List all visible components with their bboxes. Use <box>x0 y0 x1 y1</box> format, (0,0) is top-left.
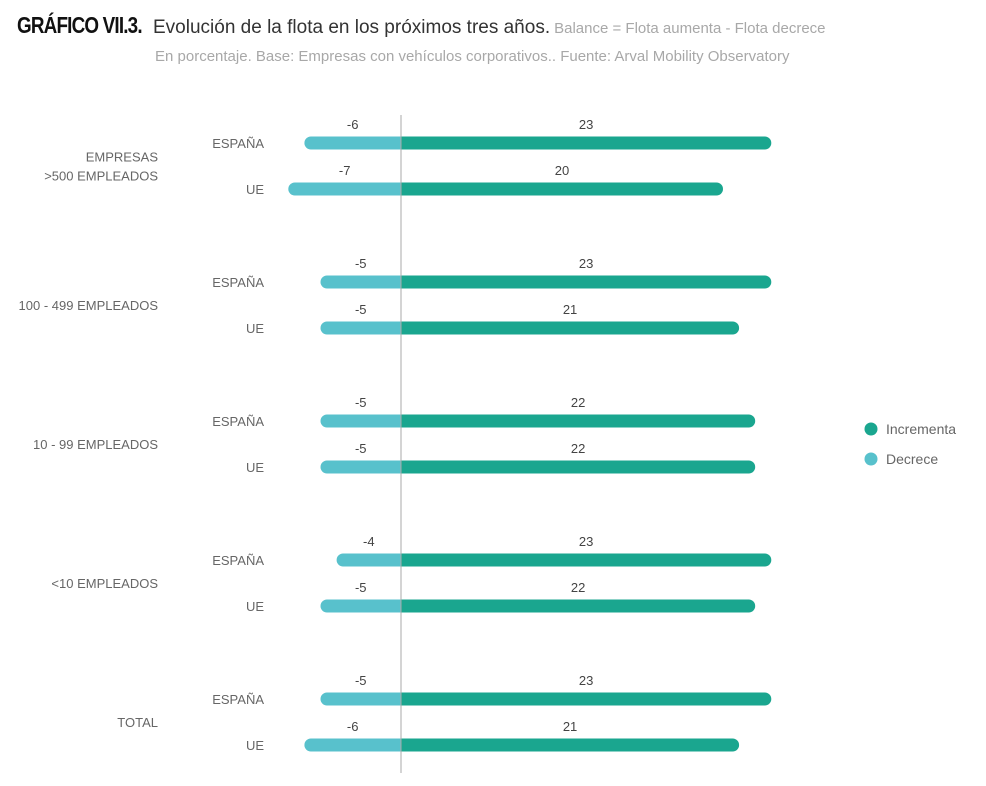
data-label-decrece: -5 <box>355 395 367 410</box>
bar-incrementa <box>401 182 723 196</box>
bar-incrementa <box>401 321 740 335</box>
chart-subtitle: Balance = Flota aumenta - Flota decrece <box>554 20 826 37</box>
chart-title: Evolución de la flota en los próximos tr… <box>153 17 551 38</box>
row-label: ESPAÑA <box>212 136 264 151</box>
group-label: <10 EMPLEADOS <box>51 576 158 591</box>
chart-header: GRÁFICO VII.3. Evolución de la flota en l… <box>17 12 977 39</box>
data-label-incrementa: 20 <box>555 163 569 178</box>
data-label-incrementa: 23 <box>579 673 593 688</box>
legend-label-decrece: Decrece <box>886 451 938 467</box>
bar-decrece <box>304 136 401 150</box>
row-label: ESPAÑA <box>212 553 264 568</box>
data-label-decrece: -5 <box>355 441 367 456</box>
legend-marker-incrementa <box>864 422 878 436</box>
bar-incrementa <box>401 599 756 613</box>
bar-decrece <box>320 321 401 335</box>
group-label: 10 - 99 EMPLEADOS <box>33 437 158 452</box>
data-label-decrece: -5 <box>355 673 367 688</box>
bar-decrece <box>320 460 401 474</box>
group-label: EMPRESAS <box>86 150 159 165</box>
data-label-decrece: -6 <box>347 719 359 734</box>
row-label: UE <box>246 321 264 336</box>
bar-incrementa <box>401 738 740 752</box>
group-label: TOTAL <box>117 715 158 730</box>
data-label-decrece: -7 <box>339 163 351 178</box>
bar-decrece <box>336 553 401 567</box>
data-label-incrementa: 21 <box>563 302 577 317</box>
bar-decrece <box>288 182 401 196</box>
bar-incrementa <box>401 460 756 474</box>
data-label-decrece: -5 <box>355 256 367 271</box>
row-label: UE <box>246 738 264 753</box>
bar-incrementa <box>401 553 772 567</box>
title-line: GRÁFICO VII.3. Evolución de la flota en l… <box>17 12 977 39</box>
chart-note: En porcentaje. Base: Empresas con vehícu… <box>155 48 790 65</box>
group-label: 100 - 499 EMPLEADOS <box>19 298 159 313</box>
bar-incrementa <box>401 414 756 428</box>
row-label: UE <box>246 599 264 614</box>
bar-decrece <box>320 599 401 613</box>
data-label-incrementa: 22 <box>571 580 585 595</box>
bar-incrementa <box>401 692 772 706</box>
data-label-decrece: -6 <box>347 117 359 132</box>
row-label: ESPAÑA <box>212 414 264 429</box>
data-label-decrece: -5 <box>355 580 367 595</box>
bar-decrece <box>320 692 401 706</box>
data-label-incrementa: 23 <box>579 256 593 271</box>
legend-marker-decrece <box>864 452 878 466</box>
row-label: UE <box>246 182 264 197</box>
data-label-incrementa: 22 <box>571 441 585 456</box>
bar-incrementa <box>401 136 772 150</box>
bar-decrece <box>320 414 401 428</box>
bar-decrece <box>320 275 401 289</box>
row-label: ESPAÑA <box>212 692 264 707</box>
data-label-decrece: -4 <box>363 534 375 549</box>
data-label-incrementa: 23 <box>579 117 593 132</box>
row-label: UE <box>246 460 264 475</box>
row-label: ESPAÑA <box>212 275 264 290</box>
data-label-incrementa: 23 <box>579 534 593 549</box>
bar-decrece <box>304 738 401 752</box>
group-label: >500 EMPLEADOS <box>44 169 158 184</box>
data-label-decrece: -5 <box>355 302 367 317</box>
bar-incrementa <box>401 275 772 289</box>
data-label-incrementa: 21 <box>563 719 577 734</box>
data-label-incrementa: 22 <box>571 395 585 410</box>
legend-label-incrementa: Incrementa <box>886 421 956 437</box>
